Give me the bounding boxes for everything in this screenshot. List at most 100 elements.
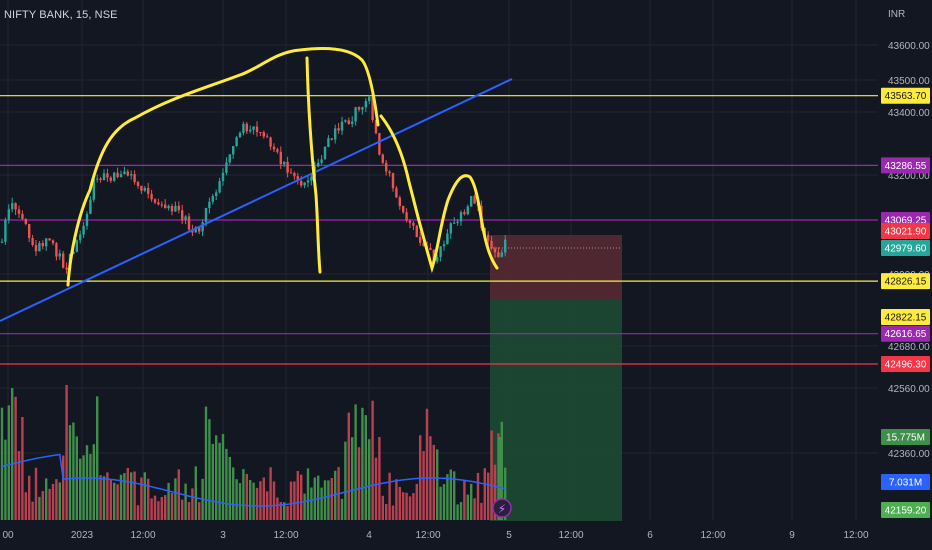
price-tick-label: 43500.00 bbox=[888, 76, 930, 87]
candle-body bbox=[252, 126, 255, 130]
trendline[interactable] bbox=[0, 78, 513, 322]
volume-label-last-volume: 15.775M bbox=[886, 433, 925, 444]
candle-body bbox=[412, 223, 415, 226]
candle-body bbox=[7, 209, 10, 220]
volume-bar bbox=[143, 472, 146, 520]
candle-body bbox=[235, 137, 238, 146]
level-price-label-bg bbox=[881, 157, 930, 174]
candle-body bbox=[378, 133, 381, 155]
volume-bar bbox=[235, 479, 238, 520]
candle-body bbox=[194, 227, 197, 233]
volume-bar bbox=[327, 480, 330, 520]
volume-bar bbox=[119, 474, 123, 520]
volume-bar bbox=[378, 437, 381, 520]
level-price-label-bg bbox=[881, 325, 930, 342]
volume-bar bbox=[102, 476, 106, 520]
candle-body bbox=[89, 199, 92, 214]
volume-bar bbox=[255, 487, 259, 520]
horizontal-levels[interactable] bbox=[0, 95, 878, 365]
right-shoulder-curve[interactable] bbox=[379, 114, 499, 274]
candle-body bbox=[419, 237, 422, 243]
volume-bar bbox=[208, 419, 211, 520]
candle-body bbox=[296, 176, 299, 181]
volume-bar bbox=[157, 501, 160, 520]
candle-body bbox=[497, 252, 500, 257]
candle-body bbox=[92, 179, 95, 200]
level-price-label-bg bbox=[881, 273, 930, 290]
volume-bars bbox=[0, 385, 507, 520]
price-tick-label: 43200.00 bbox=[888, 171, 930, 182]
candle-body bbox=[276, 149, 279, 152]
volume-bar bbox=[79, 458, 82, 520]
candle-body bbox=[487, 234, 490, 241]
candle-body bbox=[208, 201, 211, 208]
neckline-drop-left[interactable] bbox=[305, 56, 322, 274]
candle-body bbox=[344, 120, 347, 122]
volume-bar bbox=[442, 484, 446, 520]
volume-bar bbox=[24, 492, 27, 520]
volume-bar bbox=[279, 502, 282, 520]
alert-marker-icon[interactable] bbox=[492, 498, 512, 518]
volume-bar bbox=[357, 447, 361, 520]
stop-loss-zone[interactable] bbox=[490, 235, 622, 299]
price-label-last-price: 42979.60 bbox=[885, 244, 927, 255]
volume-bar bbox=[283, 502, 286, 520]
volume-label-volume-average: 7.031M bbox=[889, 478, 922, 489]
candle-body bbox=[126, 171, 129, 176]
candle-body bbox=[266, 136, 269, 138]
candle-body bbox=[354, 107, 357, 122]
take-profit-zone[interactable] bbox=[490, 299, 622, 521]
candle-body bbox=[300, 180, 303, 186]
volume-bar bbox=[476, 472, 480, 520]
candle-body bbox=[119, 174, 123, 178]
candle-body bbox=[133, 174, 136, 183]
candle-body bbox=[184, 216, 187, 221]
volume-bar bbox=[347, 412, 350, 520]
volume-bar bbox=[412, 493, 415, 520]
candle-body bbox=[446, 233, 449, 245]
volume-bar bbox=[269, 467, 272, 520]
volume-bar bbox=[480, 502, 483, 520]
head-shoulders-curve[interactable] bbox=[66, 47, 380, 287]
volume-bar bbox=[153, 495, 157, 520]
candle-body bbox=[55, 243, 58, 257]
volume-bar bbox=[82, 455, 85, 520]
candle-body bbox=[99, 178, 102, 180]
volume-bar bbox=[89, 453, 92, 520]
level-price-label-bg bbox=[881, 87, 930, 104]
level-price-label-bg bbox=[881, 356, 930, 372]
candle-body bbox=[96, 178, 99, 180]
volume-bar bbox=[439, 486, 442, 520]
candle-body bbox=[317, 162, 320, 167]
candle-body bbox=[48, 238, 51, 241]
volume-bar bbox=[473, 498, 476, 520]
volume-bar bbox=[276, 497, 279, 520]
volume-bar bbox=[340, 498, 344, 520]
volume-bar bbox=[300, 474, 303, 520]
candle-body bbox=[330, 138, 333, 140]
drawings[interactable]: ⚡ bbox=[0, 47, 513, 518]
volume-bar bbox=[320, 487, 323, 520]
candle-body bbox=[174, 205, 177, 212]
volume-bar bbox=[364, 415, 367, 520]
volume-bar bbox=[7, 405, 10, 520]
candle-body bbox=[102, 173, 106, 180]
candle-body bbox=[116, 172, 119, 177]
candle-body bbox=[381, 154, 384, 163]
candle-body bbox=[422, 242, 425, 246]
level-price-label: 43563.70 bbox=[885, 91, 927, 102]
candle-body bbox=[140, 185, 143, 191]
volume-bar bbox=[181, 499, 184, 520]
volume-bar bbox=[259, 481, 262, 520]
volume-bar bbox=[28, 475, 31, 520]
volume-bar bbox=[425, 408, 429, 520]
volume-bar bbox=[351, 437, 354, 520]
candle-body bbox=[306, 180, 310, 183]
position-zones[interactable] bbox=[490, 235, 622, 521]
volume-bar bbox=[11, 388, 14, 520]
volume-bar bbox=[388, 472, 391, 520]
candle-body bbox=[14, 203, 17, 210]
candle-body bbox=[439, 246, 442, 257]
time-tick-label: 12:00 bbox=[843, 530, 868, 541]
